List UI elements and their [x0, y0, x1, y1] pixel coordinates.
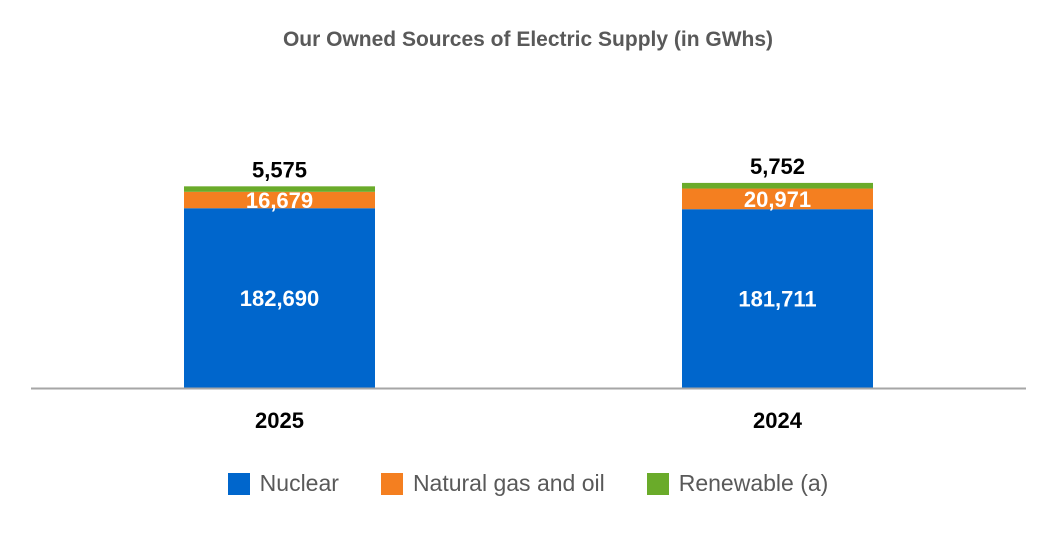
- data-label: 16,679: [246, 188, 313, 213]
- data-label: 20,971: [744, 187, 811, 212]
- legend-label: Renewable (a): [678, 470, 829, 496]
- legend-label: Natural gas and oil: [412, 470, 605, 496]
- data-label: 5,575: [252, 157, 307, 182]
- data-label: 5,752: [750, 154, 805, 179]
- bar-segment-0: [682, 209, 873, 388]
- legend-label: Nuclear: [259, 470, 339, 496]
- legend-swatch: [646, 472, 669, 495]
- legend-swatch: [380, 472, 403, 495]
- legend-item: Renewable (a): [646, 470, 829, 497]
- legend-item: Natural gas and oil: [380, 470, 605, 497]
- chart-title: Our Owned Sources of Electric Supply (in…: [282, 28, 774, 51]
- bar-segment-1: [184, 191, 375, 209]
- x-tick-label: 2024: [753, 408, 803, 433]
- legend-item: Nuclear: [227, 470, 339, 497]
- bar-segment-2: [682, 182, 873, 189]
- data-label: 182,690: [240, 286, 320, 311]
- bar-segment-0: [184, 208, 375, 388]
- bar-segment-1: [682, 188, 873, 210]
- legend-swatch: [227, 472, 250, 495]
- data-label: 181,711: [738, 287, 816, 312]
- bar-segment-2: [184, 186, 375, 192]
- x-tick-label: 2025: [255, 408, 304, 433]
- legend: Nuclear Natural gas and oil Renewable (a): [0, 470, 1056, 497]
